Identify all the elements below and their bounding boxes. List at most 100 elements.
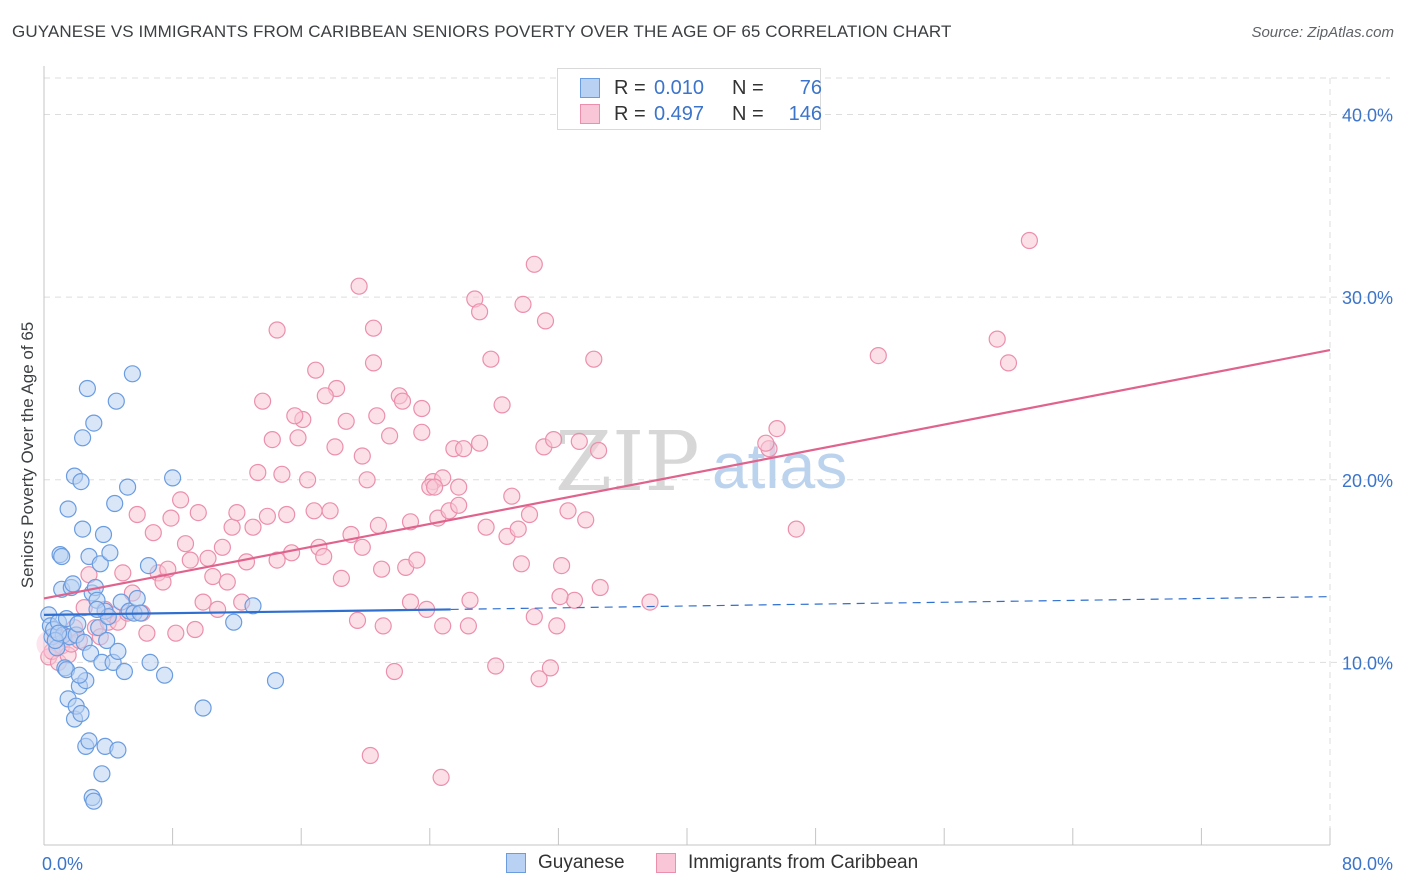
r-value: 0.010 [654, 76, 705, 99]
caribbean-point [520, 505, 539, 524]
caribbean-point [321, 502, 339, 520]
guyanese-trend-line [43, 608, 451, 616]
axes [43, 66, 1331, 846]
x-tick-label-max: 80.0% [1342, 854, 1393, 874]
guyanese-point [59, 500, 77, 518]
caribbean-point [530, 670, 548, 688]
guyanese-swatch [580, 78, 600, 98]
caribbean-point [172, 491, 190, 509]
guyanese-point [225, 613, 243, 631]
caribbean-point [189, 503, 207, 522]
caribbean-point [273, 465, 291, 483]
n-label: N = [732, 102, 764, 125]
legend-item-caribbean: Immigrants from Caribbean [656, 852, 918, 874]
r-label: R = [614, 76, 646, 99]
tick-labels: 10.0% 20.0% 30.0% 40.0% 0.0% 80.0% [42, 106, 1393, 874]
caribbean-point [299, 471, 317, 489]
guyanese-point [139, 556, 158, 575]
guyanese-point [70, 666, 89, 684]
caribbean-point [551, 587, 569, 606]
caribbean-point [350, 277, 368, 295]
caribbean-point [358, 471, 376, 489]
guyanese-point [107, 392, 125, 410]
guyanese-point [69, 615, 87, 633]
caribbean-point [525, 608, 543, 626]
guyanese-point [128, 589, 146, 608]
caribbean-point [401, 593, 420, 611]
caribbean-point [278, 505, 296, 524]
guyanese-point [72, 473, 90, 491]
watermark: ZIP atlas [555, 415, 847, 510]
caribbean-point [408, 551, 426, 569]
caribbean-point [559, 502, 577, 520]
guyanese-point [98, 631, 116, 650]
caribbean-point [426, 478, 444, 496]
n-label: N = [732, 76, 764, 99]
legend-row-caribbean: R = 0.497 N = 146 [580, 101, 822, 127]
caribbean-point [144, 524, 162, 542]
caribbean-point [332, 569, 350, 588]
caribbean-point [244, 518, 262, 536]
guyanese-swatch [506, 853, 526, 873]
guyanese-point [106, 494, 124, 513]
caribbean-point [348, 611, 367, 630]
n-value: 146 [788, 102, 822, 125]
caribbean-point [450, 496, 468, 514]
chart-title: GUYANESE VS IMMIGRANTS FROM CARIBBEAN SE… [12, 22, 952, 41]
correlation-legend: R = 0.010 N = 76 R = 0.497 N = 146 [557, 68, 822, 130]
caribbean-point [162, 509, 180, 527]
caribbean-point [393, 392, 412, 410]
caribbean-point [503, 487, 521, 505]
caribbean-point [988, 330, 1006, 348]
caribbean-point [385, 662, 403, 681]
caribbean-point [999, 354, 1018, 372]
caribbean-point [361, 746, 379, 765]
caribbean-point [869, 347, 887, 365]
caribbean-point [353, 447, 371, 465]
caribbean-point [570, 432, 588, 450]
caribbean-point [374, 617, 392, 635]
caribbean-point [315, 547, 333, 566]
y-axis-title: Seniors Poverty Over the Age of 65 [18, 321, 37, 589]
caribbean-point [525, 255, 543, 273]
caribbean-point [585, 350, 603, 368]
guyanese-point [81, 644, 100, 662]
caribbean-points [36, 231, 1039, 787]
caribbean-point [364, 319, 383, 337]
caribbean-point [477, 518, 495, 536]
legend-label-guyanese: Guyanese [538, 852, 625, 873]
guyanese-point [118, 478, 137, 496]
guyanese-point [73, 429, 92, 447]
y-tick-label: 10.0% [1342, 653, 1393, 673]
guyanese-point [94, 525, 113, 544]
caribbean-point [487, 657, 505, 675]
guyanese-point [64, 575, 82, 593]
guyanese-point [93, 765, 111, 783]
caribbean-swatch [656, 853, 676, 873]
caribbean-point [1020, 231, 1039, 250]
caribbean-point [181, 551, 199, 569]
trend-lines [43, 349, 1331, 616]
caribbean-point [138, 624, 156, 642]
caribbean-point [552, 556, 571, 575]
caribbean-point [316, 387, 334, 405]
guyanese-point [115, 662, 134, 681]
caribbean-point [254, 392, 272, 410]
caribbean-point [536, 312, 555, 330]
caribbean-point [204, 567, 222, 586]
caribbean-point [541, 659, 560, 677]
caribbean-point [353, 538, 371, 556]
caribbean-point [768, 420, 786, 438]
caribbean-point [326, 438, 344, 456]
caribbean-point [186, 620, 204, 639]
guyanese-point [194, 699, 212, 717]
guyanese-point [53, 547, 71, 566]
r-label: R = [614, 102, 646, 125]
caribbean-point [591, 578, 609, 597]
caribbean-point [482, 350, 500, 368]
caribbean-point [128, 505, 146, 524]
caribbean-point [369, 516, 387, 535]
caribbean-point [258, 507, 276, 525]
caribbean-trend-line [43, 349, 1331, 600]
caribbean-point [268, 551, 286, 569]
